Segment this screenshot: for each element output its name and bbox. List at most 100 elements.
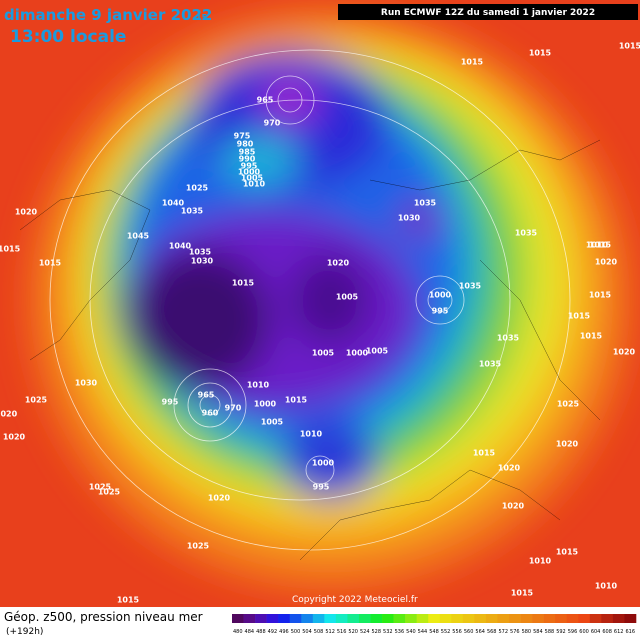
colorbar-swatch (416, 614, 429, 623)
isobar-label: 965 (198, 391, 215, 400)
colorbar-label: 520 (348, 629, 358, 635)
isobar-label: 1000 (254, 400, 277, 409)
colorbar-swatch (589, 614, 602, 623)
isobar-label: 1015 (511, 589, 534, 598)
colorbar-swatch (358, 614, 371, 623)
colorbar-swatch (532, 614, 544, 623)
isobar-label: 1010 (243, 180, 266, 189)
colorbar-label: 556 (452, 629, 462, 635)
isobar-label: 1020 (498, 464, 521, 473)
colorbar-swatch (232, 614, 244, 623)
isobar-label: 1010 (529, 557, 552, 566)
isobar-label: 1000 (238, 168, 261, 177)
colorbar-swatch (289, 614, 302, 623)
colorbar-label: 588 (545, 629, 555, 635)
isobar-label: 995 (241, 162, 258, 171)
isobar-label: 1010 (247, 381, 270, 390)
isobar-label: 1000 (312, 459, 335, 468)
colorbar-swatch (578, 614, 591, 623)
isobar-label: 985 (239, 148, 256, 157)
isobar-label: 1020 (595, 258, 618, 267)
colorbar-label: 496 (279, 629, 289, 635)
colorbar-swatch (312, 614, 325, 623)
colorbar-swatch (301, 614, 314, 623)
isobar-label: 1035 (181, 207, 204, 216)
time-label: 13:00 locale (10, 27, 126, 47)
colorbar-label: 508 (314, 629, 324, 635)
colorbar-label: 576 (510, 629, 520, 635)
colorbar-swatch (324, 614, 337, 623)
isobar-label: 1025 (25, 396, 48, 405)
isobar-label: 1035 (515, 229, 538, 238)
isobar-label: 1035 (414, 199, 437, 208)
colorbar-label: 600 (579, 629, 589, 635)
isobar-label: 965 (257, 96, 274, 105)
colorbar-swatch (462, 614, 475, 623)
colorbar-swatch (335, 614, 348, 623)
isobar-labels: 9659709759809859909951000100510101015101… (0, 42, 640, 605)
colorbar-swatch (439, 614, 452, 623)
isobar-label: 960 (202, 409, 219, 418)
isobar-label: 1035 (189, 248, 212, 257)
isobar-label: 1015 (473, 449, 496, 458)
isobar-label: 1035 (497, 334, 520, 343)
colorbar-swatch (451, 614, 464, 623)
isobar-label: 1010 (586, 241, 609, 250)
date-label: dimanche 9 janvier 2022 (4, 6, 212, 24)
isobar-label: 1015 (529, 49, 552, 58)
colorbar-label: 552 (441, 629, 451, 635)
footer-bg (0, 607, 640, 640)
isobar-label: 995 (313, 483, 330, 492)
isobar-label: 1005 (241, 174, 264, 183)
isobar-label: 1015 (568, 312, 591, 321)
isobar-label: 1020 (502, 502, 525, 511)
colorbar-label: 560 (464, 629, 474, 635)
colorbar-label: 616 (625, 629, 635, 635)
colorbar-label: 564 (475, 629, 485, 635)
copyright: Copyright 2022 Meteociel.fr (292, 595, 418, 605)
isobar-label: 975 (234, 132, 251, 141)
colorbar-label: 500 (291, 629, 301, 635)
colorbar: 480 484 488 492 496 500 504 508 512 516 520 524 528 5… (232, 614, 637, 635)
colorbar-label: 512 (325, 629, 335, 635)
footer-title: Géop. z500, pression niveau mer (4, 610, 203, 624)
isobar-label: 1000 (346, 349, 369, 358)
isobar-label: 1005 (336, 293, 359, 302)
colorbar-label: 612 (614, 629, 624, 635)
isobar-label: 1040 (169, 242, 192, 251)
hour-suffix: 15 (196, 13, 208, 22)
colorbar-label: 548 (429, 629, 439, 635)
colorbar-label: 584 (533, 629, 543, 635)
colorbar-swatch (428, 614, 441, 623)
colorbar-label: 608 (602, 629, 612, 635)
colorbar-label: 492 (268, 629, 278, 635)
isobar-label: 1015 (556, 548, 579, 557)
colorbar-label: 516 (337, 629, 347, 635)
isobar-label: 1020 (613, 348, 636, 357)
isobar-label: 995 (162, 398, 179, 407)
isobar-label: 1015 (117, 596, 140, 605)
isobar-label: 1010 (300, 430, 323, 439)
isobar-label: 1025 (557, 400, 580, 409)
isobar-label: 980 (237, 140, 254, 149)
colorbar-swatch (543, 614, 556, 623)
colorbar-swatch (485, 614, 498, 623)
coastlines (19, 139, 601, 561)
colorbar-label: 536 (395, 629, 405, 635)
colorbar-swatch (566, 614, 579, 623)
colorbar-label: 484 (245, 629, 255, 635)
isobar-label: 970 (225, 404, 242, 413)
isobar-label: 1025 (186, 184, 209, 193)
isobar-label: 990 (239, 155, 256, 164)
isobar-label: 1025 (187, 542, 210, 551)
colorbar-swatch (393, 614, 406, 623)
colorbar-label: 596 (568, 629, 578, 635)
isobar-label: 1015 (580, 332, 603, 341)
isobar-label: 1030 (75, 379, 98, 388)
colorbar-swatch (612, 614, 625, 623)
colorbar-swatch (278, 614, 291, 623)
colorbar-label: 580 (522, 629, 532, 635)
colorbar-label: 604 (591, 629, 601, 635)
isobar-label: 1015 (461, 58, 484, 67)
colorbar-swatch (255, 614, 267, 623)
